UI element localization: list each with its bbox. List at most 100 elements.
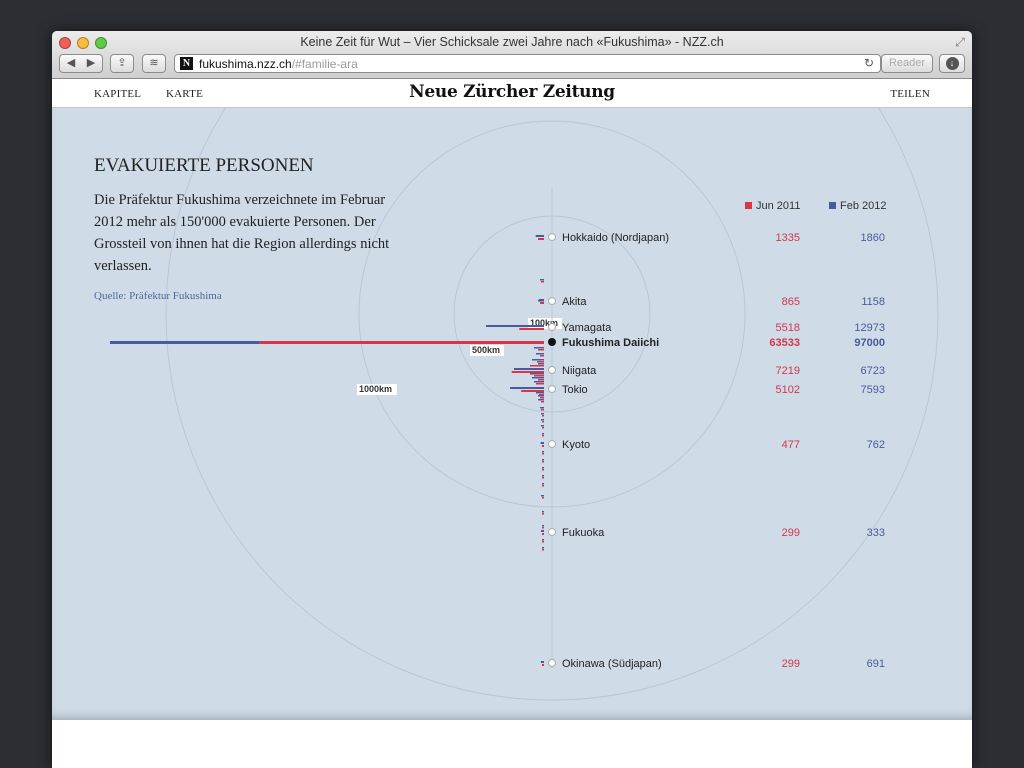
bar-jun-2 [519, 328, 544, 330]
url-text: fukushima.nzz.ch/#familie-ara [199, 57, 358, 71]
value-feb: 1158 [861, 296, 885, 308]
minor-bar-jun-18 [542, 461, 544, 463]
nav-karte-link[interactable]: KARTE [166, 88, 204, 100]
value-feb: 333 [867, 527, 885, 539]
minor-bar-jun-17 [542, 453, 544, 455]
minor-bar-feb-22 [541, 495, 544, 497]
section-heading: EVAKUIERTE PERSONEN [94, 155, 314, 176]
minor-bar-feb-12 [540, 407, 544, 409]
zoom-window-icon[interactable] [95, 37, 107, 49]
bar-feb-4 [513, 368, 544, 370]
web-page: KAPITEL KARTE Neue Zürcher Zeitung TEILE… [52, 79, 972, 768]
minor-bar-feb-7 [532, 377, 544, 379]
back-forward-buttons: ◀ ▶ [59, 54, 103, 73]
minor-bar-feb-23 [542, 511, 544, 513]
value-jun: 1335 [776, 232, 800, 244]
location-marker [548, 233, 556, 241]
url-domain: fukushima.nzz.ch [199, 57, 292, 71]
layers-icon: ≋ [149, 57, 159, 69]
address-bar[interactable]: N fukushima.nzz.ch/#familie-ara ↻ [174, 54, 881, 73]
legend-feb-swatch [829, 202, 836, 209]
section-description: Die Präfektur Fukushima verzeichnete im … [94, 192, 390, 274]
minor-bar-feb-5 [538, 363, 544, 365]
minor-bar-jun-10 [540, 397, 544, 399]
nav-kapitel-link[interactable]: KAPITEL [94, 88, 142, 100]
prefecture-label: Okinawa (Südjapan) [562, 658, 662, 670]
minor-bar-feb-15 [541, 425, 544, 427]
minor-bar-jun-19 [542, 469, 544, 471]
value-jun: 299 [782, 658, 800, 670]
prefecture-label: Fukushima Daiichi [562, 337, 659, 349]
minor-bar-feb-16 [542, 433, 544, 435]
minor-bar-feb-18 [542, 459, 544, 461]
bar-feb-5 [510, 387, 544, 389]
location-marker [548, 323, 556, 331]
evacuees-chart: 100km 500km 1000km Jun 2011 Feb 2012 Hokkaido… [110, 108, 939, 701]
minor-bar-feb-6 [530, 373, 544, 375]
infographic-section: 100km 500km 1000km Jun 2011 Feb 2012 Hokkaido… [52, 108, 972, 720]
minor-bar-jun-24 [542, 527, 544, 529]
minor-bar-feb-25 [542, 539, 544, 541]
legend-jun-label: Jun 2011 [756, 200, 800, 212]
bar-feb-2 [485, 325, 544, 327]
value-jun: 299 [782, 527, 800, 539]
title-bar: Keine Zeit für Wut – Vier Schicksale zwe… [52, 31, 972, 79]
minor-bar-jun-8 [536, 383, 544, 385]
distance-ring-label: 100km [530, 318, 558, 328]
bar-jun-5 [521, 390, 544, 392]
value-jun: 7219 [776, 365, 800, 377]
value-feb: 7593 [861, 384, 885, 396]
reader-button[interactable]: Reader [881, 54, 933, 73]
prefecture-label: Tokio [562, 384, 588, 396]
distance-ring-label-bg [528, 318, 562, 329]
prefecture-label: Niigata [562, 365, 597, 377]
bar-feb-7 [541, 530, 544, 532]
minor-bar-jun-9 [539, 394, 544, 396]
source-link[interactable]: Quelle: Präfektur Fukushima [94, 290, 222, 302]
minor-bar-jun-26 [542, 549, 544, 551]
minor-bar-jun-5 [530, 365, 544, 367]
location-marker [548, 528, 556, 536]
page-footer-area [52, 720, 972, 768]
prefecture-label: Fukuoka [562, 527, 605, 539]
location-marker [548, 338, 556, 346]
fullscreen-icon[interactable]: ⤢ [955, 35, 965, 49]
layers-button[interactable]: ≋ [142, 54, 166, 73]
location-marker [548, 385, 556, 393]
prefecture-label: Hokkaido (Nordjapan) [562, 232, 669, 244]
minor-bar-jun-3 [540, 355, 544, 357]
forward-arrow-icon[interactable]: ▶ [86, 57, 96, 69]
location-marker [548, 366, 556, 374]
url-path: /#familie-ara [291, 57, 358, 71]
minor-bar-feb-3 [536, 353, 544, 355]
minor-bar-jun-4 [537, 361, 544, 363]
close-window-icon[interactable] [59, 37, 71, 49]
downloads-button[interactable]: ↓ [939, 54, 965, 73]
share-button[interactable]: ⇪ [110, 54, 134, 73]
bar-jun-4 [511, 371, 544, 373]
bar-feb-3 [110, 341, 260, 344]
bar-jun-3 [259, 341, 544, 344]
reload-icon[interactable]: ↻ [863, 56, 874, 70]
location-marker [548, 440, 556, 448]
location-marker [548, 659, 556, 667]
share-icon: ⇪ [117, 57, 127, 69]
minor-bar-feb-13 [541, 413, 544, 415]
minor-bar-feb-2 [534, 347, 544, 349]
minor-bar-jun-0 [541, 281, 544, 283]
minimize-window-icon[interactable] [77, 37, 89, 49]
bar-jun-0 [538, 238, 544, 240]
minor-bar-feb-17 [542, 451, 544, 453]
value-feb: 691 [867, 658, 885, 670]
minor-bar-jun-6 [534, 375, 544, 377]
browser-window: Keine Zeit für Wut – Vier Schicksale zwe… [52, 31, 972, 768]
minor-bar-jun-7 [538, 379, 544, 381]
bar-jun-6 [541, 445, 544, 447]
bar-feb-8 [540, 661, 544, 663]
minor-bar-feb-1 [538, 300, 544, 302]
back-arrow-icon[interactable]: ◀ [66, 57, 76, 69]
nav-teilen-link[interactable]: TEILEN [890, 88, 930, 100]
nzz-logo[interactable]: Neue Zürcher Zeitung [409, 82, 615, 102]
minor-bar-jun-25 [542, 541, 544, 543]
minor-bar-feb-26 [542, 547, 544, 549]
